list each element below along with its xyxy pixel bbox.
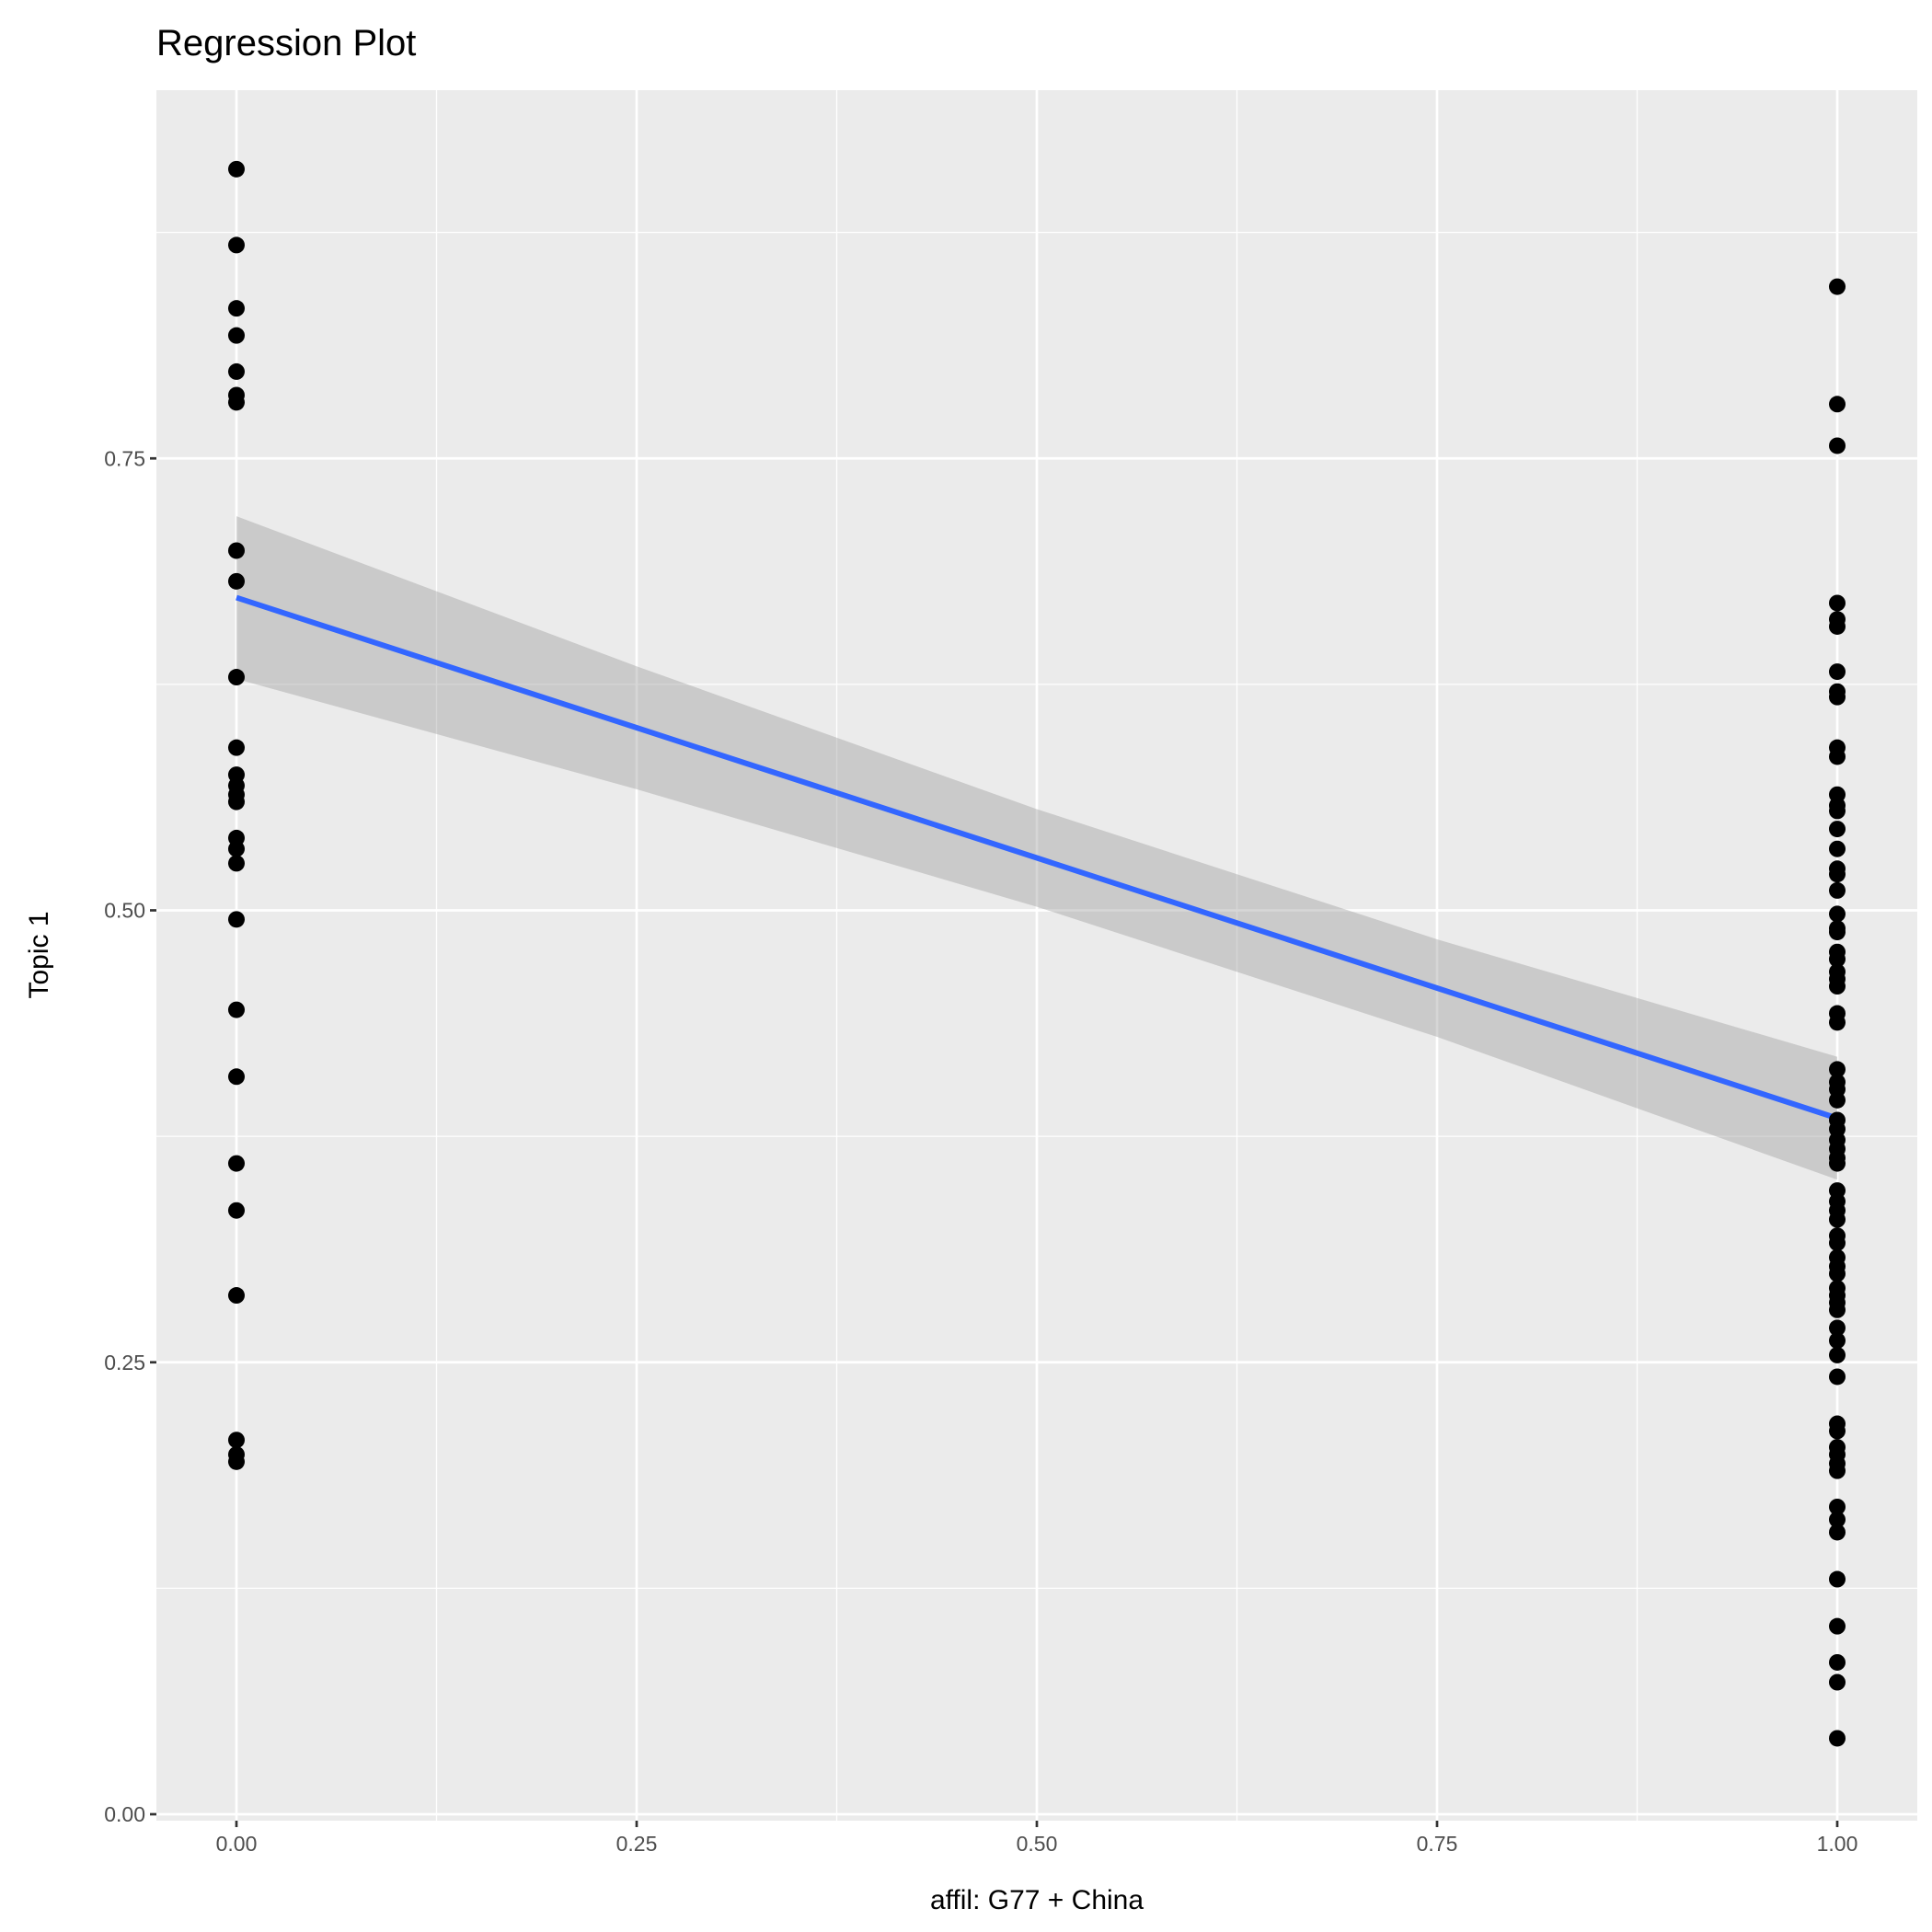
data-point [1829, 1617, 1846, 1635]
data-point [228, 236, 245, 254]
data-point [1829, 1319, 1846, 1337]
data-point [228, 669, 245, 686]
x-tick-label: 0.75 [1417, 1832, 1458, 1856]
x-tick-label: 0.50 [1017, 1832, 1058, 1856]
data-point [228, 300, 245, 317]
data-point [1829, 1265, 1846, 1282]
data-point [1829, 1368, 1846, 1386]
data-point [1829, 1301, 1846, 1318]
y-tick-label: 0.25 [104, 1351, 145, 1374]
data-point [228, 160, 245, 178]
data-point [1829, 278, 1846, 295]
data-point [228, 394, 245, 411]
data-point [1829, 1498, 1846, 1515]
x-tick-label: 0.00 [216, 1832, 258, 1856]
data-point [228, 840, 245, 857]
data-point [1829, 594, 1846, 612]
data-point [1829, 1511, 1846, 1528]
data-point [228, 1068, 245, 1086]
data-point [228, 572, 245, 590]
y-axis-title: Topic 1 [24, 911, 54, 998]
data-point [1829, 802, 1846, 820]
data-point [1829, 924, 1846, 941]
data-point [1829, 840, 1846, 857]
y-tick-label: 0.50 [104, 899, 145, 923]
data-point [228, 362, 245, 380]
data-point [1829, 1061, 1846, 1078]
data-point [1829, 1332, 1846, 1350]
data-point [1829, 1091, 1846, 1109]
data-point [228, 855, 245, 872]
data-point [1829, 1462, 1846, 1479]
data-point [1829, 1014, 1846, 1031]
data-point [1829, 1155, 1846, 1172]
data-point [1829, 1730, 1846, 1747]
data-point [1829, 881, 1846, 899]
y-tick-label: 0.00 [104, 1802, 145, 1826]
data-point [228, 1453, 245, 1470]
data-point [1829, 437, 1846, 454]
data-point [1829, 1235, 1846, 1252]
data-point [1829, 748, 1846, 765]
data-point [228, 911, 245, 928]
data-point [1829, 950, 1846, 968]
data-point [1829, 688, 1846, 706]
data-point [1829, 1211, 1846, 1228]
data-point [228, 327, 245, 344]
data-point [228, 1202, 245, 1219]
data-point [1829, 1422, 1846, 1440]
data-point [1829, 1673, 1846, 1691]
axes: 0.00 0.25 0.50 0.75 1.00 0.00 0.25 0.50 0.75 [104, 446, 1857, 1856]
data-point [1829, 1346, 1846, 1363]
x-tick-label: 1.00 [1817, 1832, 1858, 1856]
data-point [228, 1432, 245, 1449]
data-points [228, 160, 1846, 1747]
data-point [1829, 905, 1846, 923]
confidence-ribbon [236, 516, 1837, 1180]
data-point [1829, 978, 1846, 995]
data-point [228, 542, 245, 559]
x-axis-title: affil: G77 + China [930, 1885, 1144, 1915]
y-tick-label: 0.75 [104, 446, 145, 470]
chart-title: Regression Plot [156, 23, 416, 63]
data-point [228, 739, 245, 756]
data-point [1829, 396, 1846, 413]
data-point [1829, 1570, 1846, 1588]
data-point [228, 1155, 245, 1172]
data-point [228, 1287, 245, 1305]
regression-line [236, 594, 1838, 1121]
data-point [1829, 663, 1846, 681]
data-point [1829, 866, 1846, 883]
data-point [1829, 821, 1846, 838]
data-point [228, 1001, 245, 1018]
data-point [1829, 617, 1846, 635]
data-point [1829, 1524, 1846, 1541]
data-point [1829, 1653, 1846, 1671]
x-tick-label: 0.25 [616, 1832, 658, 1856]
data-point [228, 793, 245, 811]
